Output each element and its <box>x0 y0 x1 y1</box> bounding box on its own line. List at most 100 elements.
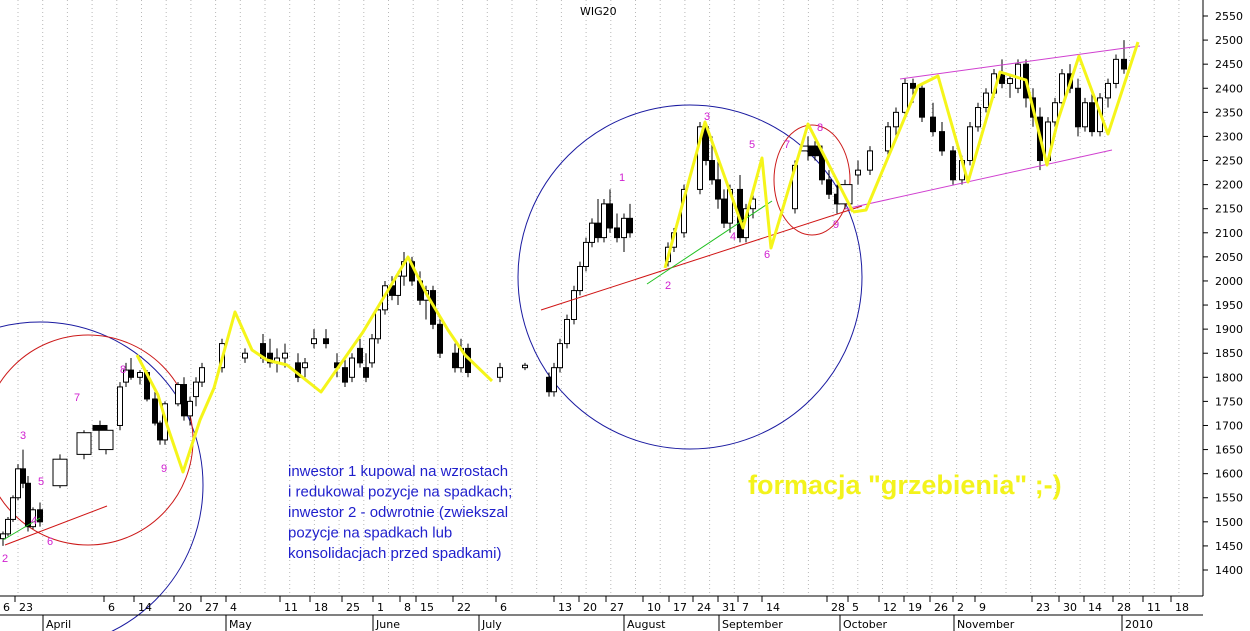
x-day-label: 14 <box>1088 601 1102 614</box>
y-tick-label: 1900 <box>1215 323 1243 336</box>
trend-line-red-left <box>4 505 108 546</box>
candle-body <box>607 203 613 229</box>
candle-body <box>342 367 348 383</box>
note-line: inwestor 2 - odwrotnie (zwiekszal <box>288 504 508 521</box>
candle-body <box>1059 73 1065 104</box>
x-day-label: 20 <box>178 601 192 614</box>
wave-label: 2 <box>665 280 671 292</box>
candle-body <box>357 347 363 364</box>
candle-body <box>369 338 375 364</box>
wave-label: 1 <box>619 172 625 184</box>
trend-line-green-middle <box>646 200 773 285</box>
zigzag-1 <box>135 255 494 474</box>
x-day-label: 6 <box>3 601 10 614</box>
blue-circle-left <box>0 321 204 631</box>
candle-body <box>1007 78 1013 84</box>
x-day-label: 14 <box>766 601 780 614</box>
x-day-label: 10 <box>647 601 661 614</box>
wave-label: 9 <box>833 219 839 231</box>
candle-body <box>52 458 68 487</box>
channel-line-upper <box>899 45 1141 80</box>
y-tick-label: 1500 <box>1215 516 1243 529</box>
x-month-label: August <box>627 618 666 631</box>
candle-body <box>571 290 577 320</box>
candle-body <box>910 82 916 89</box>
note-text: inwestor 1 kupowal na wzrostach i redukow… <box>288 463 512 562</box>
x-day-label: 7 <box>742 601 749 614</box>
candle-body <box>819 155 825 181</box>
candle-body <box>583 241 589 268</box>
x-day-label: 20 <box>583 601 597 614</box>
candle-body <box>1075 87 1081 128</box>
trend-line-green-left <box>2 517 41 541</box>
candle-body <box>577 266 583 292</box>
note-line: i redukowal pozycje na spadkach; <box>288 484 512 501</box>
x-day-label: 26 <box>934 601 948 614</box>
candle-body <box>855 169 861 176</box>
wave-label: 8 <box>120 364 126 376</box>
candle-body <box>919 87 925 118</box>
wave-labels: 2 3 4 5 6 7 8 9 1 2 3 4 5 6 7 8 9 <box>2 111 839 565</box>
candle-body <box>0 533 6 540</box>
candle-body <box>595 222 601 239</box>
candle-body <box>826 179 832 195</box>
candle-body <box>551 367 557 393</box>
candle-body <box>187 400 193 417</box>
x-month-label: May <box>229 618 252 631</box>
y-tick-label: 1700 <box>1215 419 1243 432</box>
y-axis-labels: 1400 1450 1500 1550 1600 1650 1700 1750 1800 1850… <box>1203 10 1243 577</box>
candle-body <box>975 107 981 128</box>
candle-body <box>546 376 552 393</box>
x-day-label: 27 <box>610 601 624 614</box>
x-day-label: 23 <box>1036 601 1050 614</box>
candle-body <box>614 227 620 239</box>
x-day-label: 2 <box>957 601 964 614</box>
candle-body <box>199 367 205 383</box>
x-day-label: 13 <box>558 601 572 614</box>
y-tick-label: 1600 <box>1215 468 1243 481</box>
x-day-label: 25 <box>346 601 360 614</box>
x-day-label: 22 <box>457 601 471 614</box>
channel-line-lower <box>844 149 1113 210</box>
y-tick-label: 2400 <box>1215 82 1243 95</box>
wave-label: 9 <box>161 463 167 475</box>
candle-body <box>1105 82 1111 99</box>
candle-body <box>375 309 381 340</box>
candle-body <box>437 323 443 354</box>
candle-body <box>98 429 114 451</box>
candle-body <box>30 509 36 528</box>
x-month-label: June <box>375 618 400 631</box>
x-month-label: October <box>843 618 887 631</box>
candle-body <box>983 92 989 109</box>
candle-body <box>950 150 956 181</box>
candle-body <box>589 222 595 243</box>
wave-label: 5 <box>38 476 44 488</box>
blue-circle-middle <box>517 104 863 450</box>
wave-label: 3 <box>20 430 26 442</box>
candle-body <box>20 468 26 484</box>
y-tick-label: 1800 <box>1215 371 1243 384</box>
candle-body <box>193 381 199 398</box>
x-day-label: 6 <box>108 601 115 614</box>
x-day-label: 15 <box>420 601 434 614</box>
y-tick-label: 1450 <box>1215 540 1243 553</box>
candle-body <box>522 364 528 369</box>
candle-body <box>175 384 181 405</box>
x-day-label: 11 <box>1147 601 1161 614</box>
x-day-label: 11 <box>284 601 298 614</box>
y-tick-label: 2350 <box>1215 106 1243 119</box>
candle-body <box>621 217 627 239</box>
wave-label: 7 <box>74 392 80 404</box>
candle-body <box>242 352 248 359</box>
x-day-label: 6 <box>500 601 507 614</box>
wave-label: 4 <box>31 515 37 527</box>
candle-body <box>497 367 503 378</box>
wave-label: 2 <box>2 553 8 565</box>
candle-body <box>128 369 134 378</box>
candle-body <box>152 398 158 424</box>
x-axis-labels: 6 23 6 14 20 27 4 11 18 25 1 8 15 22 6 13 20 27 10 17 24 31 7 1… <box>3 596 1189 631</box>
candle-body <box>939 131 945 152</box>
x-day-label: 12 <box>883 601 897 614</box>
candle-body <box>282 352 288 359</box>
